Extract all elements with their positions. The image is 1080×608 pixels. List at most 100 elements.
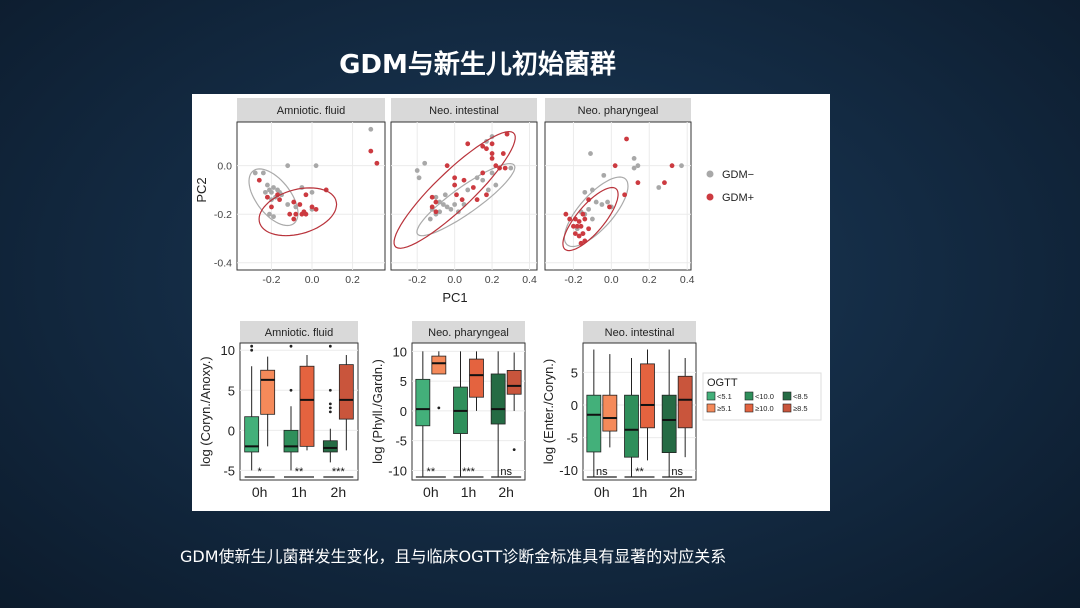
data-point-gdm-pos: [571, 223, 576, 229]
data-point-gdm-pos: [662, 180, 667, 186]
y-tick-label: 10: [393, 344, 407, 359]
y-tick-label: -0.4: [214, 258, 232, 270]
x-tick-label: 2h: [498, 484, 514, 500]
x-tick-label: 0.0: [305, 274, 320, 286]
x-tick-label: 0h: [594, 484, 610, 500]
data-point-gdm-neg: [465, 187, 471, 193]
plot-area: [582, 342, 697, 481]
data-point-gdm-pos: [309, 204, 315, 210]
x-tick-label: -0.2: [564, 274, 582, 286]
data-point-gdm-neg: [586, 206, 592, 212]
plot-area: [239, 342, 359, 481]
y-axis-label: log (Coryn./Anoxy.): [198, 356, 213, 466]
boxplot-panel-0: Amniotic. fluid 10 5 0 -5 log (Coryn./Anoxy.)…: [198, 321, 359, 500]
significance-label: **: [295, 466, 304, 478]
data-point-gdm-pos: [567, 216, 573, 222]
data-point-gdm-pos: [277, 197, 282, 203]
significance-label: **: [427, 466, 436, 478]
confidence-ellipse: [562, 186, 619, 252]
legend-swatch: [706, 403, 716, 413]
data-point-gdm-pos: [622, 192, 628, 198]
y-tick-label: 0.0: [217, 161, 232, 173]
data-point-gdm-pos: [489, 141, 495, 147]
x-tick-label: 0h: [252, 484, 268, 500]
facet-title: Neo. intestinal: [429, 105, 499, 117]
y-axis-label: log (Phyll./Gardn.): [370, 359, 385, 464]
legend-box: [702, 372, 822, 421]
y-tick-label: 0: [571, 398, 578, 413]
data-point-gdm-neg: [309, 189, 315, 195]
data-point-gdm-pos: [504, 131, 510, 137]
y-tick-label: -5: [566, 431, 578, 446]
data-point-gdm-pos: [291, 216, 297, 222]
scatter-panel-2: Neo. pharyngeal -0.2 0.0 0.2 0.4: [544, 98, 695, 286]
box: [322, 440, 338, 453]
data-point-gdm-pos: [461, 177, 467, 183]
y-tick-label: 5: [228, 383, 235, 398]
facet-strip: [583, 321, 696, 343]
box: [490, 373, 506, 425]
x-axis-label: PC1: [442, 290, 467, 305]
x-tick-label: 1h: [461, 484, 477, 500]
plot-area: [411, 342, 526, 481]
outlier-point: [328, 402, 332, 406]
facet-strip: [412, 321, 525, 343]
outlier-point: [437, 406, 441, 410]
data-point-gdm-pos: [489, 151, 495, 156]
box: [677, 375, 693, 429]
y-tick-label: 0: [228, 423, 235, 438]
significance-label: ns: [500, 466, 512, 478]
data-point-gdm-neg: [260, 170, 266, 176]
data-point-gdm-neg: [448, 206, 454, 212]
slide-caption: GDM使新生儿菌群发生变化，且与临床OGTT诊断金标准具有显著的对应关系: [180, 547, 727, 566]
box: [640, 363, 655, 429]
legend-title: OGTT: [707, 377, 738, 389]
data-point-gdm-pos: [586, 197, 592, 203]
facet-title: Amniotic. fluid: [277, 105, 345, 117]
data-point-gdm-pos: [582, 216, 588, 222]
x-tick-label: 0h: [423, 484, 439, 500]
data-point-gdm-neg: [631, 155, 637, 161]
data-point-gdm-pos: [484, 146, 489, 152]
data-point-gdm-pos: [313, 206, 319, 212]
data-point-gdm-pos: [563, 211, 569, 217]
facet-title: Neo. pharyngeal: [428, 327, 509, 339]
x-tick-label: 0.2: [345, 274, 360, 286]
data-point-gdm-pos: [474, 197, 480, 203]
significance-label: ns: [596, 466, 608, 478]
data-point-gdm-pos: [256, 177, 262, 183]
data-point-gdm-neg: [588, 151, 593, 156]
outlier-point: [289, 344, 293, 348]
data-point-gdm-neg: [262, 189, 268, 195]
significance-label: ns: [671, 466, 683, 478]
x-tick-label: 0.2: [642, 274, 657, 286]
data-point-gdm-pos: [480, 143, 486, 149]
slide-title: GDM与新生儿初始菌群: [339, 50, 616, 80]
legend-marker: [706, 170, 714, 178]
plot-area: [390, 121, 538, 271]
data-point-gdm-neg: [422, 160, 428, 166]
data-point-gdm-pos: [484, 192, 489, 198]
y-tick-label: 10: [221, 343, 235, 358]
data-point-gdm-neg: [590, 216, 595, 222]
legend-swatch: [782, 391, 792, 401]
facet-title: Neo. pharyngeal: [578, 105, 659, 117]
outlier-point: [512, 448, 516, 452]
box: [506, 369, 522, 395]
data-point-gdm-pos: [578, 223, 584, 229]
box: [244, 416, 260, 453]
x-tick-label: 0.2: [485, 274, 500, 286]
data-point-gdm-neg: [599, 202, 605, 207]
box: [283, 429, 299, 453]
legend-label: GDM+: [722, 192, 754, 204]
x-tick-label: 0.4: [522, 274, 537, 286]
data-point-gdm-pos: [502, 165, 508, 171]
data-point-gdm-neg: [267, 211, 272, 217]
significance-label: **: [635, 466, 644, 478]
legend-label: <10.0: [755, 392, 774, 401]
significance-label: ***: [462, 466, 476, 478]
data-point-gdm-pos: [489, 155, 495, 161]
legend-label: GDM−: [722, 169, 754, 181]
x-tick-label: 0.0: [604, 274, 619, 286]
